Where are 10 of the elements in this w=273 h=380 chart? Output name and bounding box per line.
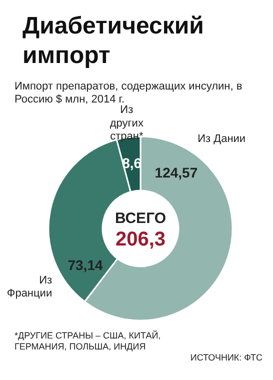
- data-label: 73,14: [68, 257, 103, 274]
- text: ИСТОЧНИК: ФТС: [190, 352, 263, 362]
- chart-subtitle: Импорт препаратов, содержащих инсулин, в Россию $ млн, 2014 г.: [14, 80, 242, 106]
- text: 206,3: [115, 228, 166, 250]
- text: ВСЕГО: [114, 210, 166, 227]
- data-label: 124,57: [154, 164, 198, 181]
- chart-title: Диабетический импорт: [22, 12, 204, 70]
- slice-label: Из Дании: [198, 133, 246, 146]
- text: *ДРУГИЕ СТРАНЫ – США, КИТАЙ, ГЕРМАНИЯ, ПОЛЬША, ИНДИЯ: [14, 330, 161, 352]
- slice-label: Из Франции: [6, 274, 52, 300]
